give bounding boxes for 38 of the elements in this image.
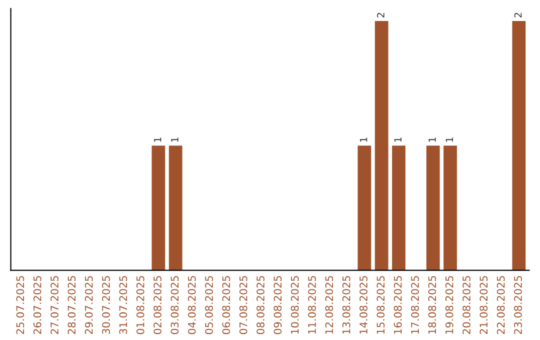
x-tick-label: 10.08.2025	[290, 276, 299, 334]
x-tick-label: 12.08.2025	[325, 276, 334, 334]
x-tick-label: 04.08.2025	[188, 276, 196, 334]
x-tick-label: 08.08.2025	[256, 276, 264, 334]
x-tick-label: 28.07.2025	[68, 276, 76, 334]
data-label: 1	[171, 138, 178, 142]
x-tick-label: 02.08.2025	[154, 276, 162, 334]
x-tick-label: 21.08.2025	[480, 276, 488, 334]
x-tick-label: 17.08.2025	[411, 276, 419, 334]
x-tick-label: 15.08.2025	[376, 276, 385, 334]
x-tick-label: 19.08.2025	[445, 276, 454, 334]
x-tick-label: 22.08.2025	[496, 276, 505, 334]
x-tick-label: 26.07.2025	[33, 276, 42, 334]
x-tick-label: 16.08.2025	[394, 276, 402, 334]
x-tick-label: 09.08.2025	[274, 276, 282, 334]
x-tick-label: 05.08.2025	[205, 276, 213, 334]
data-label: 2	[377, 12, 384, 18]
x-tick-label: 29.07.2025	[84, 276, 93, 334]
data-label: 1	[360, 138, 368, 142]
x-tick-label: 11.08.2025	[308, 276, 316, 334]
data-label: 1	[428, 138, 436, 142]
data-label: 2	[514, 12, 522, 18]
x-tick-label: 23.08.2025	[514, 276, 522, 334]
data-label: 1	[394, 138, 402, 142]
x-tick-label: 14.08.2025	[360, 276, 368, 334]
x-tick-label: 01.08.2025	[136, 276, 144, 334]
x-tick-label: 06.08.2025	[222, 276, 230, 334]
x-tick-label: 25.07.2025	[16, 276, 24, 334]
x-tick-label: 13.08.2025	[342, 276, 350, 334]
x-tick-label: 07.08.2025	[239, 276, 248, 334]
x-tick-label: 03.08.2025	[170, 276, 179, 334]
x-tick-label: 20.08.2025	[462, 276, 470, 334]
data-label: 1	[154, 138, 162, 142]
data-label: 1	[446, 138, 453, 142]
x-tick-label: 27.07.2025	[50, 276, 58, 334]
x-tick-label: 31.07.2025	[119, 276, 128, 334]
x-tick-label: 18.08.2025	[428, 276, 436, 334]
x-tick-label: 30.07.2025	[102, 276, 110, 334]
